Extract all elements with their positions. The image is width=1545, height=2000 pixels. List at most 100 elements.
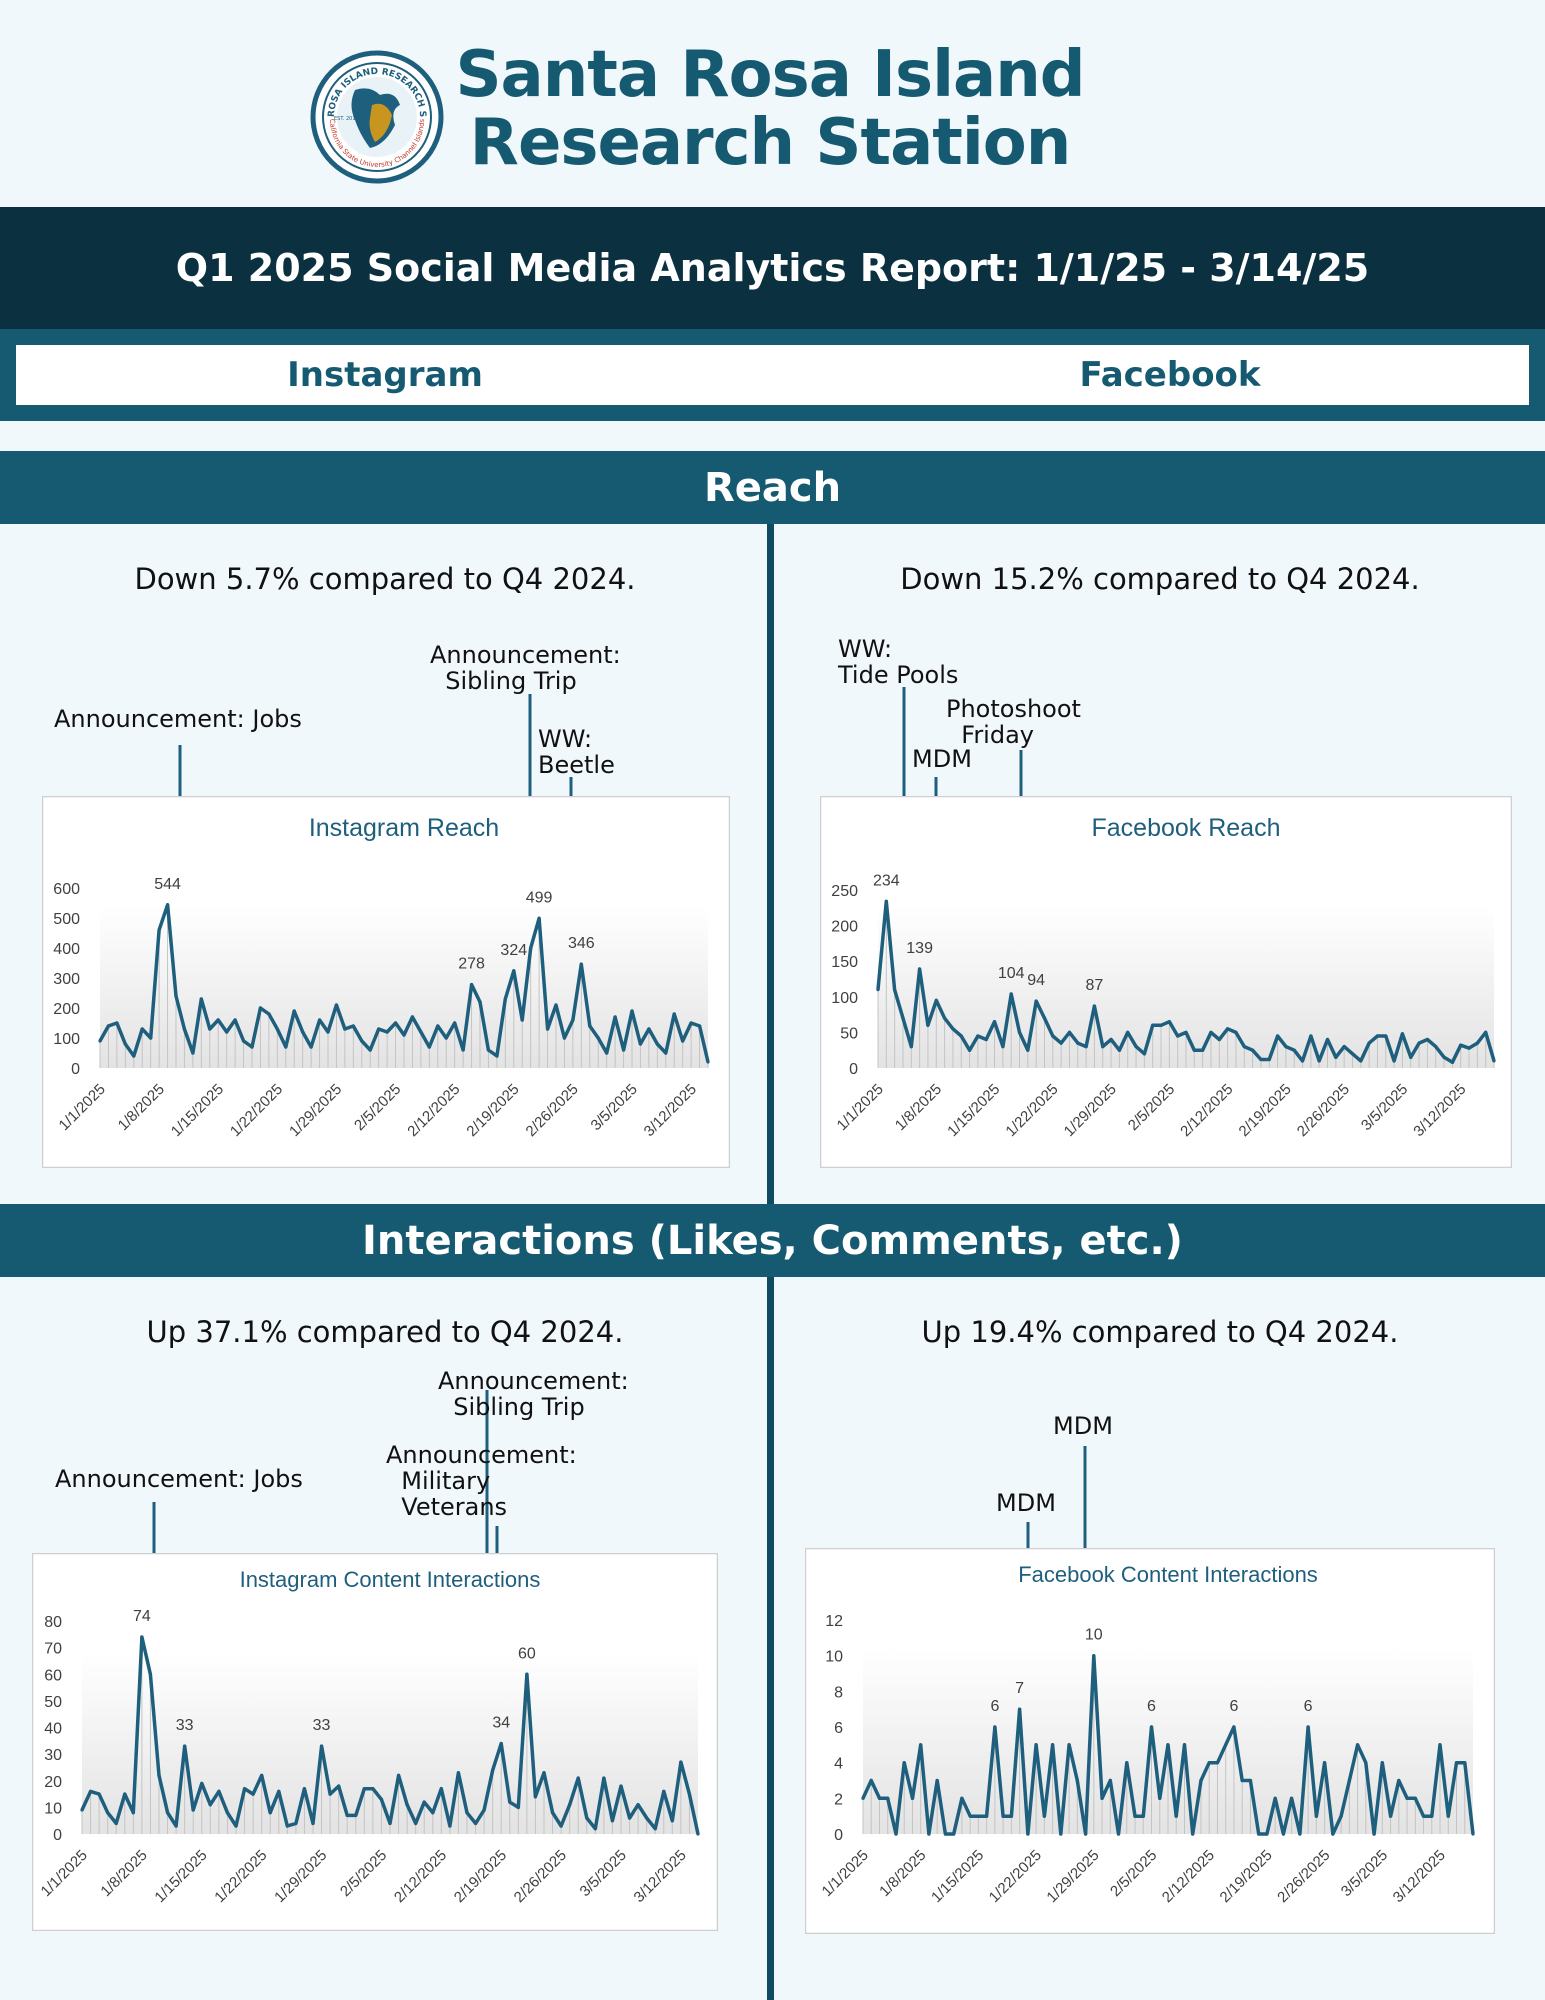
data-point [1059, 1041, 1063, 1045]
data-point [1092, 1004, 1097, 1008]
y-tick-label: 50 [44, 1694, 62, 1711]
data-point [234, 1824, 238, 1828]
data-point [1051, 1034, 1055, 1038]
data-point [520, 1018, 524, 1022]
data-label: 278 [458, 956, 485, 973]
data-point [985, 1814, 989, 1818]
data-point [465, 1811, 469, 1815]
data-point [951, 1027, 955, 1031]
chart-title: Facebook Reach [1091, 814, 1280, 842]
data-point [88, 1789, 93, 1793]
data-point [414, 1821, 418, 1825]
data-point [1292, 1048, 1296, 1052]
y-tick-label: 40 [44, 1721, 62, 1738]
data-point [653, 1827, 657, 1831]
data-point [1397, 1778, 1401, 1783]
data-point [114, 1821, 118, 1825]
data-point [679, 1760, 683, 1764]
data-point [645, 1816, 649, 1820]
y-tick-label: 20 [44, 1774, 62, 1791]
data-point [1207, 1761, 1211, 1765]
interactions-column-divider [767, 1277, 774, 2000]
report-title: Q1 2025 Social Media Analytics Report: 1… [175, 246, 1370, 290]
data-point [1009, 1814, 1013, 1818]
data-label: 139 [906, 940, 933, 957]
data-point [672, 1012, 676, 1016]
data-point [1026, 1832, 1030, 1836]
data-point [250, 1045, 254, 1049]
data-point [157, 928, 161, 932]
data-point [1042, 1016, 1047, 1020]
data-point [952, 1832, 956, 1836]
data-point [106, 1811, 110, 1815]
data-point [1334, 1055, 1338, 1059]
data-point [943, 1832, 948, 1836]
data-point [1126, 1030, 1130, 1034]
y-tick-label: 400 [53, 941, 80, 958]
plot-area [82, 1653, 698, 1834]
data-point [877, 1796, 882, 1800]
data-point [1314, 1814, 1318, 1818]
facebook-reach-summary: Down 15.2% compared to Q4 2024. [900, 562, 1420, 596]
data-point [1067, 1030, 1072, 1034]
data-point [1463, 1761, 1467, 1765]
station-logo: SANTA ROSA ISLAND RESEARCH STATION Calif… [310, 50, 444, 184]
data-point [1084, 1045, 1088, 1049]
data-point [960, 1796, 964, 1800]
data-point [1284, 1045, 1288, 1049]
data-point [696, 1832, 700, 1836]
data-point [537, 916, 541, 920]
data-point [869, 1778, 873, 1783]
data-point [1309, 1034, 1313, 1038]
facebook-interactions-summary: Up 19.4% compared to Q4 2024. [921, 1315, 1399, 1349]
data-point [1331, 1832, 1335, 1836]
data-point [132, 1054, 136, 1058]
data-point [993, 1725, 997, 1729]
data-point [385, 1030, 389, 1034]
data-point [402, 1033, 406, 1037]
data-point [968, 1814, 972, 1818]
chart-title: Instagram Reach [309, 814, 499, 842]
data-point [1141, 1814, 1145, 1818]
data-point [473, 1821, 478, 1825]
y-tick-label: 10 [825, 1649, 843, 1666]
data-point [1306, 1725, 1310, 1729]
data-point [1248, 1778, 1253, 1783]
data-point [431, 1811, 435, 1815]
data-point [670, 1819, 674, 1823]
data-point [241, 1039, 246, 1043]
data-label: 6 [1304, 1698, 1313, 1715]
data-point [427, 1045, 431, 1049]
data-point [301, 1030, 305, 1034]
data-point [1240, 1778, 1244, 1783]
data-point [893, 988, 897, 992]
data-point [910, 1796, 915, 1800]
data-point [360, 1039, 364, 1043]
data-point [706, 1060, 710, 1064]
data-point [1342, 1045, 1346, 1049]
data-point [959, 1034, 963, 1038]
data-point [482, 1808, 486, 1812]
data-point [1325, 1037, 1330, 1042]
data-point [1009, 992, 1013, 996]
data-point [260, 1773, 264, 1778]
data-point [448, 1824, 452, 1828]
data-point [368, 1048, 372, 1052]
data-point [976, 1814, 981, 1818]
data-point [345, 1813, 349, 1817]
data-point [174, 994, 178, 998]
data-point [1092, 1654, 1096, 1658]
data-point [165, 903, 170, 907]
data-point [1350, 1052, 1355, 1056]
data-point [576, 1776, 580, 1780]
data-point [1375, 1034, 1380, 1038]
data-point [1367, 1041, 1371, 1045]
data-point [1125, 1761, 1129, 1765]
data-point [486, 1048, 491, 1052]
data-point [1265, 1832, 1269, 1836]
platform-header-box [16, 345, 1529, 405]
data-point [1409, 1055, 1413, 1059]
data-point [309, 1045, 313, 1049]
data-point [499, 1741, 503, 1746]
data-point [1257, 1832, 1261, 1836]
